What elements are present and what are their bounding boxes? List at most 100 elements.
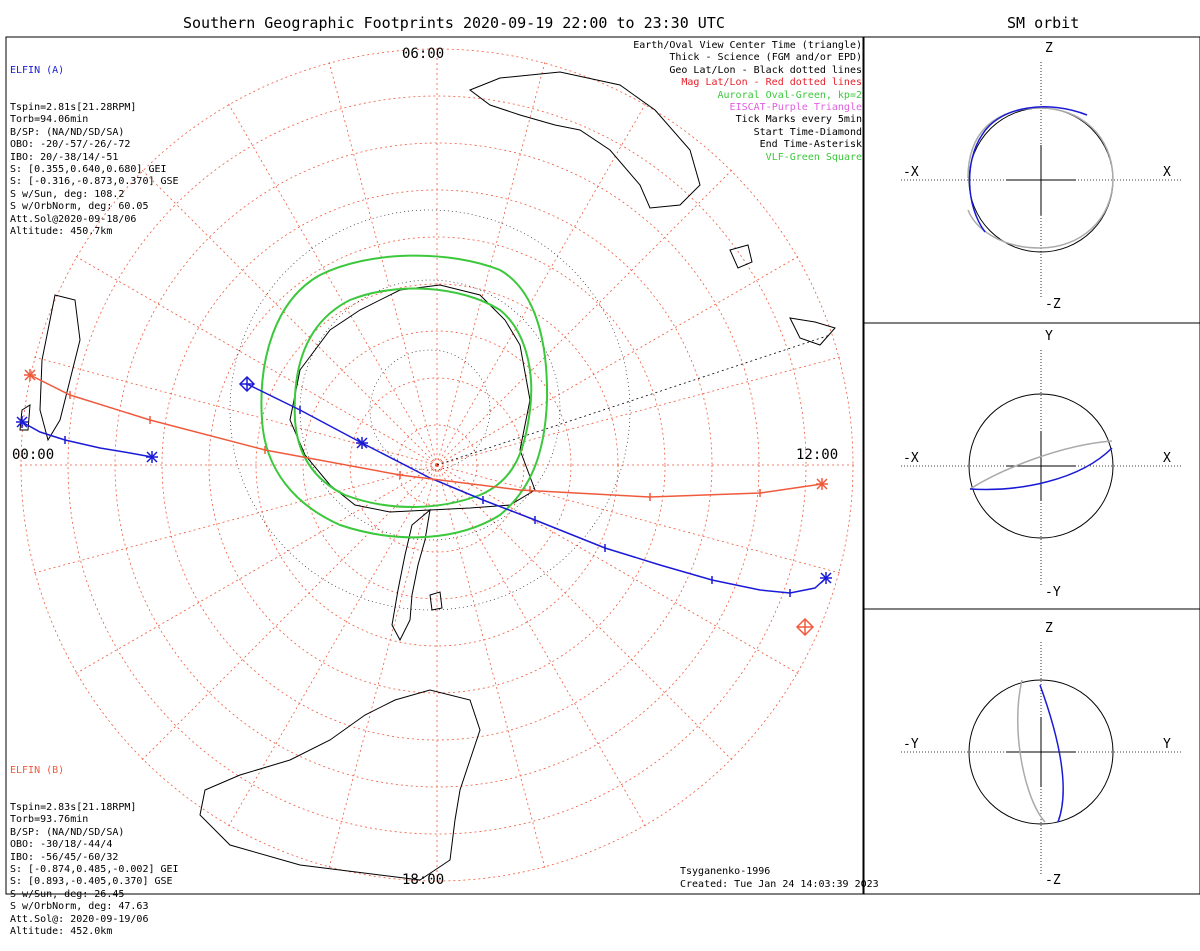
legend-item: Tick Marks every 5min [735,114,862,126]
orbit-axis-label: -X [903,451,919,466]
mag-lat-circle [302,330,572,600]
orbit-axis-label: -Z [1045,297,1061,312]
orbit-axis-label: -Z [1045,873,1061,888]
orbit-a-panel1 [968,106,1088,233]
legend-item: Geo Lat/Lon - Black dotted lines [669,64,862,76]
elfin-a-end-asterisk [146,451,158,463]
eiscat-marker [795,617,815,637]
earth-circle [968,679,1114,825]
mag-lon-line [327,464,438,871]
elfin-a-info-line: S: [-0.316,-0.873,0.370] GSE [10,176,179,188]
elfin-a-west-asterisk [16,416,28,428]
elfin-b-info-line: S: [0.893,-0.405,0.370] GSE [10,876,173,888]
elfin-b-name: ELFIN (B) [10,764,65,776]
legend-item: Auroral Oval-Green, kp=2 [717,89,863,101]
mag-lon-line [327,59,438,466]
mag-lon-line [31,355,438,466]
elfin-b-info-line: Tspin=2.83s[21.18RPM] [10,802,137,814]
orbit-axis-label: X [1163,165,1171,180]
orbit-axis-label: -X [903,165,919,180]
mag-lon-line [436,355,843,466]
orbit-panels: Z -Z -X X Y -Y -X X Z -Z -Y Y [901,41,1181,888]
geo-grid [229,209,631,611]
elfin-b-info-line: Att.Sol@: 2020-09-19/06 [10,913,149,925]
elfin-b-info-line: Torb=93.76min [10,814,89,826]
orbit-axis-label: Y [1163,737,1171,752]
mag-lon-line [436,464,648,829]
mag-lon-line [73,254,438,466]
view-center-meridian [436,334,831,466]
elfin-a-info-line: Torb=94.06min [10,114,89,126]
orbit-b-panel2 [969,440,1113,490]
orbit-panel-3: Z -Z -Y Y [901,621,1181,888]
main-title: Southern Geographic Footprints 2020-09-1… [183,14,725,32]
elfin-a-info-line: S w/Sun, deg: 108.2 [10,188,125,200]
legend-item: Thick - Science (FGM and/or EPD) [669,52,862,64]
elfin-a-info-line: Tspin=2.81s[21.28RPM] [10,102,137,114]
auroral-oval [260,254,549,539]
coast-tasmania [729,244,753,269]
orbit-b-panel3 [1016,679,1046,823]
elfin-a-east-asterisk [820,572,832,584]
orbit-frame [863,36,1200,895]
orbit-title: SM orbit [1007,14,1080,32]
elfin-b-info-line: S w/OrbNorm, deg: 47.63 [10,901,149,913]
elfin-b-info-line: S: [-0.874,0.485,-0.002] GEI [10,864,179,876]
coast-antarctic-peninsula [391,508,431,642]
elfin-b-info-line: IBO: -56/45/-60/32 [10,851,119,863]
elfin-a-info-line: B/SP: (NA/ND/SD/SA) [10,126,125,138]
elfin-a-info-line: S w/OrbNorm, deg: 60.05 [10,201,149,213]
legend-item: Mag Lat/Lon - Red dotted lines [681,77,862,89]
orbit-panel-2: Y -Y -X X [901,329,1181,600]
coast-south-america [199,689,481,881]
orbit-axis-label: -Y [1045,585,1061,600]
mlt-label-top: 06:00 [402,46,444,62]
legend-item: Start Time-Diamond [753,126,862,138]
mag-lon-line [436,254,801,466]
elfin-b-info: ELFIN (B) Tspin=2.83s[21.18RPM] Torb=93.7… [10,740,179,951]
orbit-axis-label: Z [1045,621,1053,636]
coast-australia [468,71,701,209]
coast-south-georgia [429,591,443,611]
coast-new-zealand [789,317,836,346]
mag-lon-line [139,167,438,466]
earth-circle [968,393,1114,539]
orbit-axis-label: X [1163,451,1171,466]
legend-item: End Time-Asterisk [759,139,862,151]
elfin-a-info-line: IBO: 20/-38/14/-51 [10,151,119,163]
orbit-axis-label: -Y [903,737,919,752]
elfin-b-info-line: B/SP: (NA/ND/SD/SA) [10,826,125,838]
mag-lon-line [436,464,547,871]
auroral-oval-inner [293,287,533,508]
legend-item: EISCAT-Purple Triangle [729,102,862,114]
orbit-axis-label: Y [1045,329,1053,344]
mag-lon-line [436,101,648,466]
geo-lat-circle [299,279,561,541]
mag-lon-line [436,464,735,763]
elfin-b-end-asterisk [816,478,828,490]
mag-lon-line [31,464,438,575]
model-label: Tsyganenko-1996 [680,866,770,877]
coast-antarctica [289,284,536,513]
mlt-label-left: 00:00 [12,447,54,463]
elfin-a-info-line: Altitude: 450.7km [10,226,113,238]
mag-lon-line [436,464,843,575]
elfin-a-info: ELFIN (A) Tspin=2.81s[21.28RPM] Torb=94.0… [10,40,179,251]
elfin-a-name: ELFIN (A) [10,64,65,76]
orbit-axis-label: Z [1045,41,1053,56]
elfin-a-info-line: OBO: -20/-57/-26/-72 [10,139,131,151]
footprint-map: 06:00 00:00 12:00 18:00 Tsyganenko-1996 … [5,36,1200,895]
coast-africa [39,294,81,442]
mlt-label-right: 12:00 [796,447,838,463]
created-label: Created: Tue Jan 24 14:03:39 2023 [680,879,879,890]
elfin-b-info-line: OBO: -30/18/-44/4 [10,839,113,851]
elfin-a-info-line: S: [0.355,0.640,0.680] GEI [10,164,167,176]
elfin-a-start-diamond [238,375,256,393]
elfin-b-info-line: Altitude: 452.0km [10,926,113,938]
mag-lon-line [226,464,438,829]
elfin-a-info-line: Att.Sol@2020-09-18/06 [10,213,137,225]
mag-lat-circle [67,95,807,835]
elfin-a-mid-asterisk [356,437,368,449]
geo-lat-circle [229,209,631,611]
orbit-a-panel2 [969,447,1113,491]
